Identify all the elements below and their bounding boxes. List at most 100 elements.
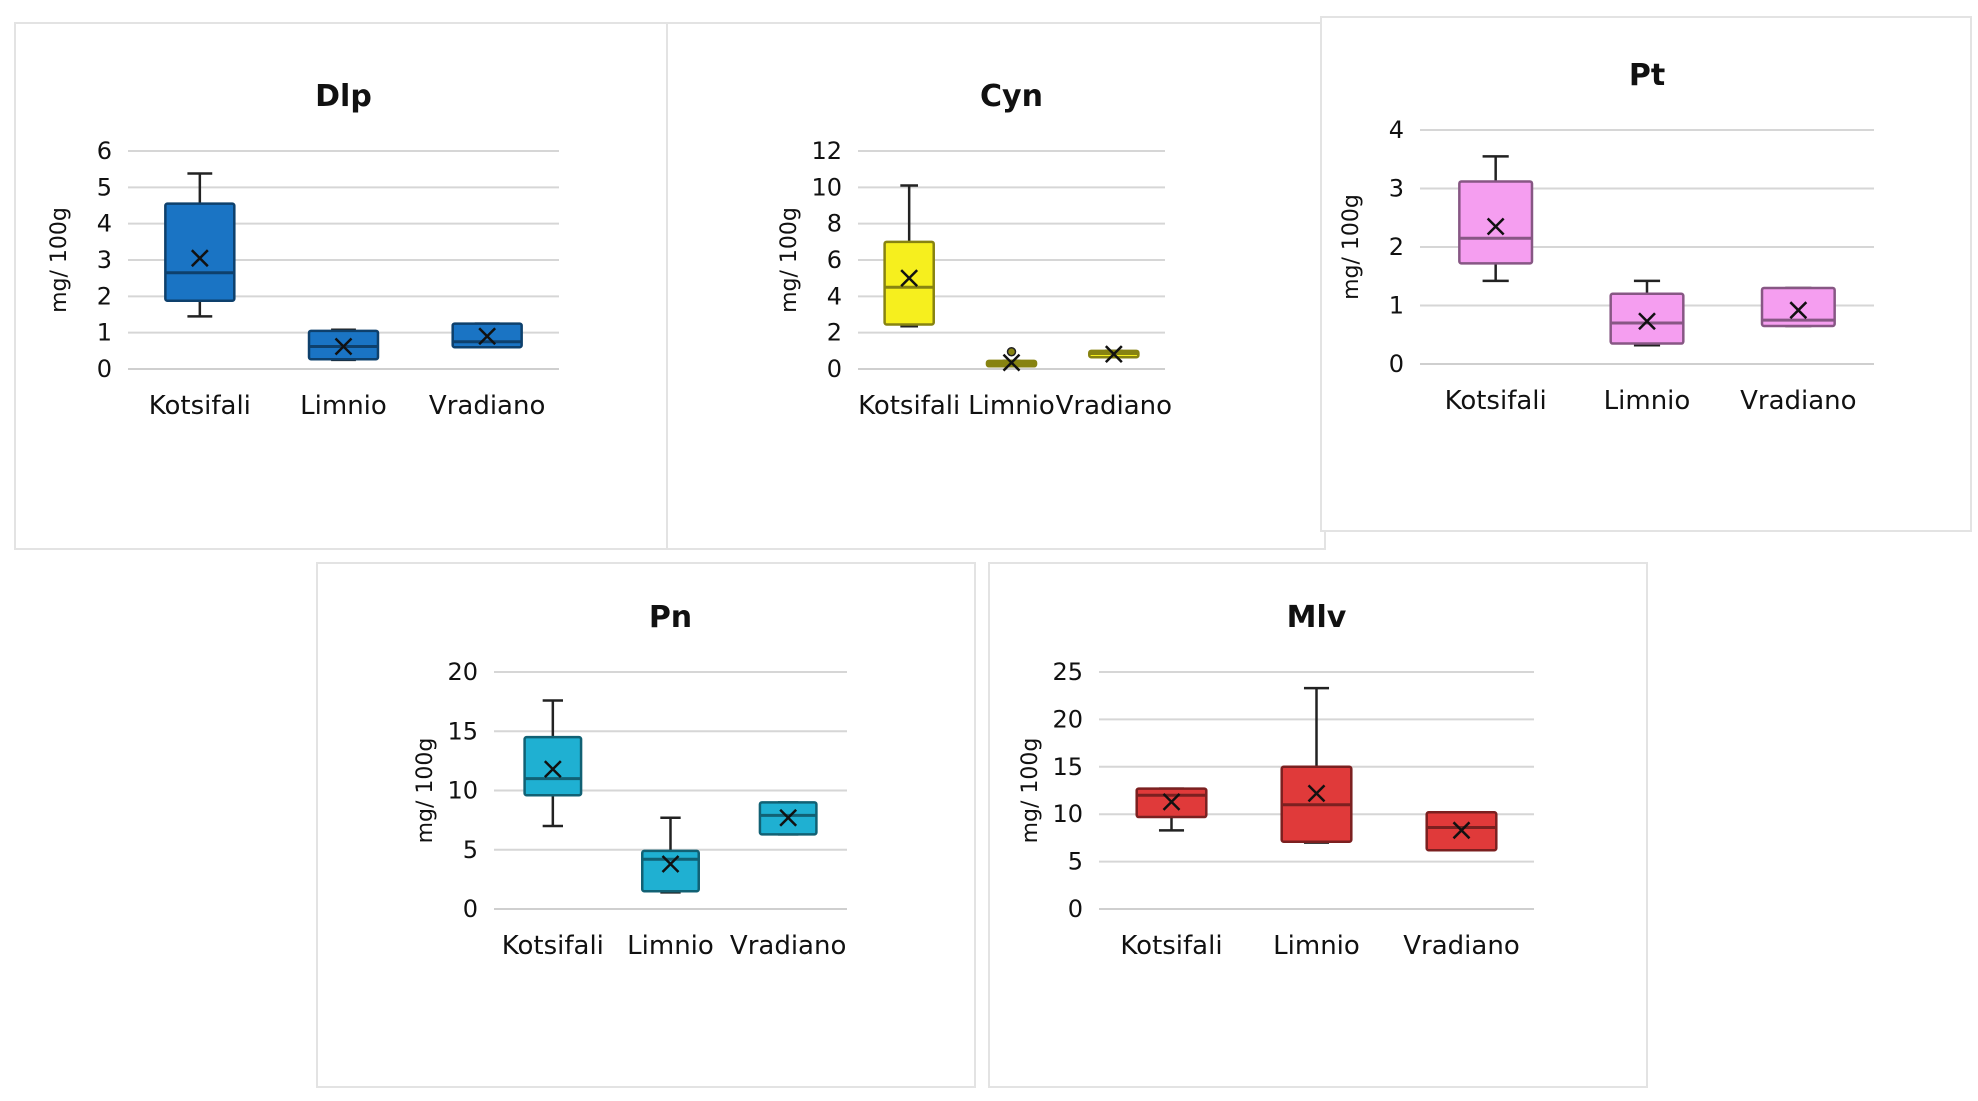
- y-tick-label: 6: [827, 246, 842, 274]
- y-tick-label: 0: [97, 355, 112, 383]
- y-tick-label: 1: [97, 319, 112, 347]
- y-tick-label: 25: [1052, 658, 1083, 686]
- y-tick-label: 0: [827, 355, 842, 383]
- x-category-label: Vradiano: [1740, 386, 1856, 416]
- y-tick-label: 4: [1389, 116, 1404, 144]
- y-tick-label: 10: [1052, 800, 1083, 828]
- mean-marker: [1162, 792, 1181, 811]
- y-tick-label: 4: [827, 282, 842, 310]
- chart-panel-dlp: Dlp mg/ 100g 0 1 2 3 4 5 6 Kotsifali Limnio Vradian…: [14, 22, 674, 550]
- x-category-label: Kotsifali: [858, 391, 960, 421]
- y-axis-label: mg/ 100g: [47, 207, 72, 313]
- x-category-label: Limnio: [627, 931, 714, 961]
- x-category-label: Limnio: [1273, 931, 1360, 961]
- mean-marker: [190, 249, 209, 268]
- chart-svg-pn: Pn mg/ 100g 0 5 10 15 20 Kotsifali Limnio Vradian…: [413, 600, 847, 961]
- y-tick-label: 15: [447, 717, 478, 745]
- x-category-label: Kotsifali: [502, 931, 604, 961]
- chart-title: Pn: [649, 600, 692, 635]
- mean-marker: [1452, 821, 1471, 840]
- outlier-point: [1006, 346, 1017, 357]
- mean-marker: [779, 808, 798, 827]
- box-limnio: [641, 816, 700, 894]
- chart-svg-pt: Pt mg/ 100g 0 1 2 3 4 Kotsifali Limnio Vradiano: [1339, 58, 1874, 416]
- iqr-box: [523, 735, 583, 797]
- x-category-label: Limnio: [300, 391, 387, 421]
- mean-marker: [1104, 345, 1123, 363]
- iqr-box: [1609, 292, 1685, 345]
- x-category-label: Vradiano: [429, 391, 545, 421]
- chart-title: Mlv: [1287, 600, 1347, 635]
- y-tick-label: 0: [463, 895, 478, 923]
- chart-svg-dlp: Dlp mg/ 100g 0 1 2 3 4 5 6 Kotsifali Limnio Vradian…: [47, 79, 559, 421]
- mean-marker: [334, 337, 353, 356]
- chart-panel-cyn: Cyn mg/ 100g 0 2 4 6 8 10 12 Kotsifali Limnio Vradi…: [666, 22, 1326, 550]
- box-limnio: [1280, 686, 1353, 844]
- box-limnio: [985, 346, 1038, 372]
- box-kotsifali: [164, 172, 236, 318]
- y-tick-label: 20: [447, 658, 478, 686]
- y-axis-label: mg/ 100g: [413, 738, 438, 844]
- y-tick-label: 10: [811, 173, 842, 201]
- y-tick-label: 4: [97, 210, 112, 238]
- y-tick-label: 2: [97, 282, 112, 310]
- y-tick-label: 3: [97, 246, 112, 274]
- y-axis-label: mg/ 100g: [777, 207, 802, 313]
- chart-svg-cyn: Cyn mg/ 100g 0 2 4 6 8 10 12 Kotsifali Limnio Vradi…: [777, 79, 1172, 421]
- x-category-label: Limnio: [968, 391, 1055, 421]
- box-vradiano: [1425, 811, 1498, 852]
- y-tick-label: 6: [97, 137, 112, 165]
- x-category-label: Kotsifali: [1445, 386, 1547, 416]
- chart-title: Dlp: [315, 79, 372, 114]
- y-tick-label: 0: [1389, 350, 1404, 378]
- y-tick-label: 2: [827, 319, 842, 347]
- mean-marker: [478, 327, 497, 346]
- box-limnio: [1609, 279, 1685, 347]
- box-limnio: [307, 328, 380, 362]
- x-category-label: Kotsifali: [1120, 931, 1222, 961]
- box-vradiano: [1760, 286, 1836, 328]
- box-kotsifali: [883, 184, 935, 328]
- chart-panel-mlv: Mlv mg/ 100g 0 5 10 15 20 25 Kotsifali Limnio Vrad…: [988, 562, 1648, 1088]
- y-tick-label: 5: [97, 173, 112, 201]
- box-vradiano: [451, 322, 523, 349]
- chart-svg-mlv: Mlv mg/ 100g 0 5 10 15 20 25 Kotsifali Limnio Vrad…: [1018, 600, 1534, 961]
- box-vradiano: [1088, 345, 1140, 363]
- y-tick-label: 5: [1068, 848, 1083, 876]
- iqr-box: [1458, 180, 1534, 265]
- chart-panel-pt: Pt mg/ 100g 0 1 2 3 4 Kotsifali Limnio Vradiano: [1320, 16, 1972, 532]
- mean-marker: [1307, 784, 1326, 803]
- x-category-label: Kotsifali: [149, 391, 251, 421]
- mean-marker: [1638, 312, 1656, 331]
- y-tick-label: 12: [811, 137, 842, 165]
- x-category-label: Vradiano: [1403, 931, 1519, 961]
- iqr-box: [641, 849, 700, 893]
- x-category-label: Limnio: [1604, 386, 1691, 416]
- box-kotsifali: [1135, 787, 1208, 832]
- y-axis-label: mg/ 100g: [1018, 738, 1043, 844]
- chart-panel-pn: Pn mg/ 100g 0 5 10 15 20 Kotsifali Limnio Vradian…: [316, 562, 976, 1088]
- y-tick-label: 20: [1052, 705, 1083, 733]
- chart-title: Pt: [1629, 58, 1665, 93]
- mean-marker: [543, 760, 562, 779]
- y-tick-label: 15: [1052, 753, 1083, 781]
- mean-marker: [661, 855, 680, 873]
- y-tick-label: 0: [1068, 895, 1083, 923]
- chart-title: Cyn: [980, 79, 1043, 114]
- mean-marker: [900, 269, 919, 288]
- y-tick-label: 3: [1389, 175, 1404, 203]
- x-category-label: Vradiano: [730, 931, 846, 961]
- box-kotsifali: [1458, 155, 1534, 283]
- y-tick-label: 5: [463, 836, 478, 864]
- box-kotsifali: [523, 699, 583, 828]
- iqr-box: [164, 202, 236, 302]
- x-category-label: Vradiano: [1056, 391, 1172, 421]
- y-axis-label: mg/ 100g: [1339, 194, 1364, 300]
- box-vradiano: [758, 801, 818, 836]
- iqr-box: [1760, 286, 1836, 328]
- y-tick-label: 1: [1389, 292, 1404, 320]
- y-tick-label: 10: [447, 777, 478, 805]
- y-tick-label: 2: [1389, 233, 1404, 261]
- mean-marker: [1789, 301, 1808, 320]
- mean-marker: [1486, 217, 1505, 236]
